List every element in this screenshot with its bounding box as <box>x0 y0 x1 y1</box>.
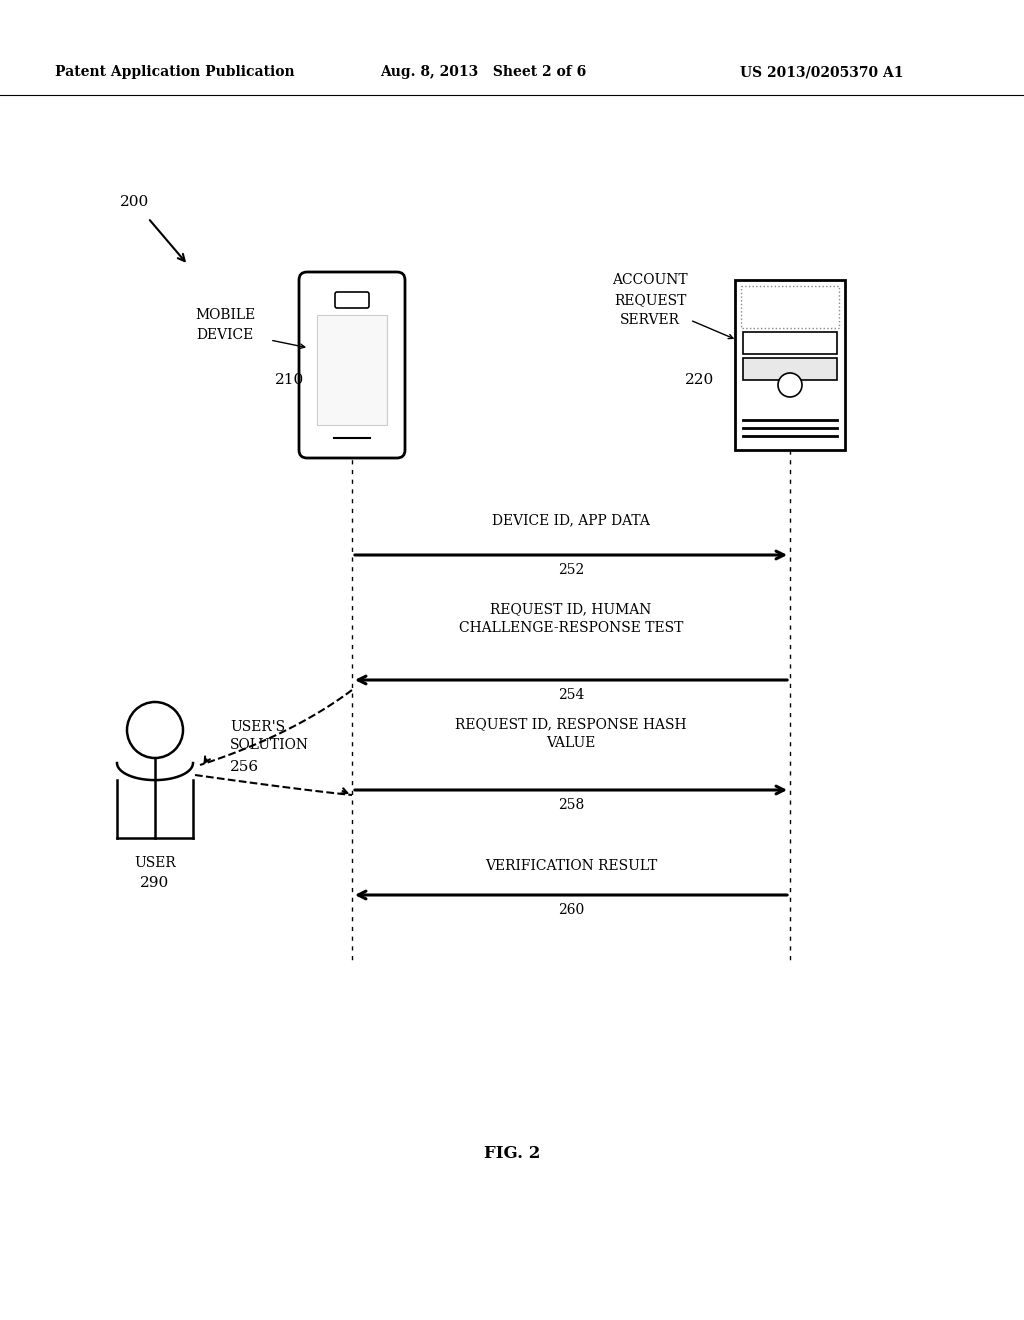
Text: Aug. 8, 2013   Sheet 2 of 6: Aug. 8, 2013 Sheet 2 of 6 <box>380 65 587 79</box>
Text: 200: 200 <box>120 195 150 209</box>
FancyBboxPatch shape <box>741 286 839 327</box>
Text: 210: 210 <box>275 374 304 387</box>
Text: REQUEST ID, RESPONSE HASH
VALUE: REQUEST ID, RESPONSE HASH VALUE <box>456 718 687 750</box>
Text: 256: 256 <box>230 760 259 774</box>
Text: ACCOUNT
REQUEST
SERVER: ACCOUNT REQUEST SERVER <box>612 273 688 326</box>
Text: USER: USER <box>134 855 176 870</box>
Text: US 2013/0205370 A1: US 2013/0205370 A1 <box>740 65 903 79</box>
Text: DEVICE ID, APP DATA: DEVICE ID, APP DATA <box>493 513 650 527</box>
Text: 290: 290 <box>140 876 170 890</box>
Circle shape <box>778 374 802 397</box>
Text: Patent Application Publication: Patent Application Publication <box>55 65 295 79</box>
Text: REQUEST ID, HUMAN
CHALLENGE-RESPONSE TEST: REQUEST ID, HUMAN CHALLENGE-RESPONSE TES… <box>459 603 683 635</box>
FancyBboxPatch shape <box>735 280 845 450</box>
Text: MOBILE
DEVICE: MOBILE DEVICE <box>195 309 255 342</box>
Circle shape <box>127 702 183 758</box>
Text: FIG. 2: FIG. 2 <box>483 1144 541 1162</box>
Text: 258: 258 <box>558 799 584 812</box>
Text: 220: 220 <box>685 374 715 387</box>
Text: VERIFICATION RESULT: VERIFICATION RESULT <box>485 859 657 873</box>
Text: 260: 260 <box>558 903 584 917</box>
FancyBboxPatch shape <box>299 272 406 458</box>
Text: 252: 252 <box>558 564 584 577</box>
Text: USER'S
SOLUTION: USER'S SOLUTION <box>230 719 309 752</box>
FancyBboxPatch shape <box>743 358 837 380</box>
FancyBboxPatch shape <box>317 315 387 425</box>
FancyBboxPatch shape <box>743 333 837 354</box>
Text: 254: 254 <box>558 688 584 702</box>
FancyBboxPatch shape <box>335 292 369 308</box>
